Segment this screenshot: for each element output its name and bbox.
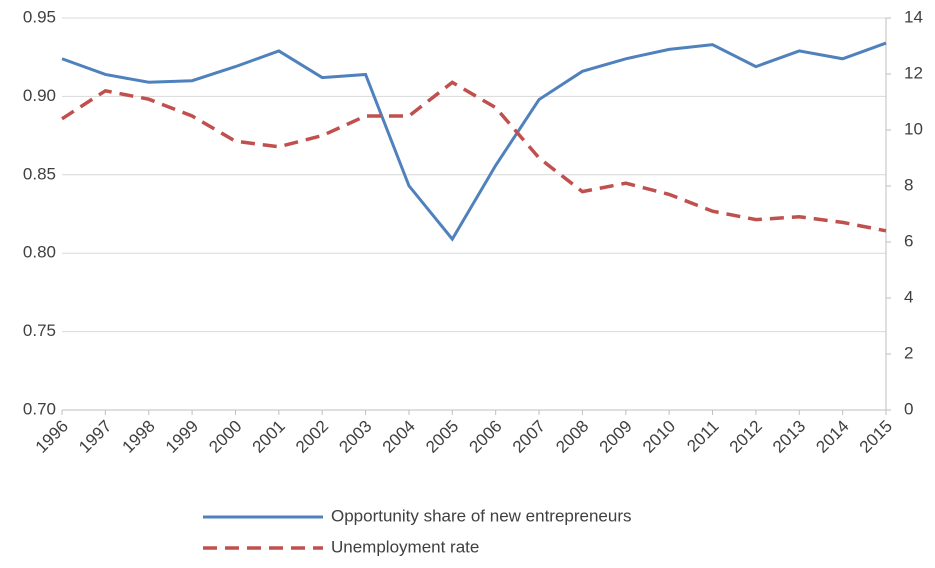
y-tick-label: 0.95: [23, 7, 56, 26]
series-line: [61, 80, 887, 233]
x-tick-label: 2014: [812, 417, 852, 457]
y2-tick-label: 2: [904, 343, 913, 362]
x-tick-label: 1999: [162, 417, 202, 457]
y2-tick-label: 12: [904, 63, 923, 82]
x-tick-label: 2012: [726, 417, 766, 457]
y2-tick-label: 8: [904, 175, 913, 194]
y2-tick-label: 14: [904, 7, 923, 26]
series-line: [61, 41, 887, 242]
y-tick-label: 0.90: [23, 86, 56, 105]
x-tick-label: 2008: [552, 417, 592, 457]
x-tick-label: 2001: [249, 417, 289, 457]
x-tick-label: 2000: [205, 417, 245, 457]
x-tick-label: 2007: [509, 417, 549, 457]
x-tick-label: 1996: [32, 417, 72, 457]
x-tick-label: 1997: [75, 417, 115, 457]
x-tick-label: 1998: [119, 417, 159, 457]
y2-tick-label: 0: [904, 399, 913, 418]
x-tick-label: 2004: [379, 417, 419, 457]
x-tick-label: 2009: [596, 417, 636, 457]
x-tick-label: 2003: [335, 417, 375, 457]
y2-tick-label: 4: [904, 287, 913, 306]
x-tick-label: 2013: [769, 417, 809, 457]
legend-label: Unemployment rate: [331, 537, 479, 556]
x-tick-label: 2005: [422, 417, 462, 457]
y2-tick-label: 10: [904, 119, 923, 138]
y-tick-label: 0.85: [23, 164, 56, 183]
y2-tick-label: 6: [904, 231, 913, 250]
y-tick-label: 0.80: [23, 243, 56, 262]
y-tick-label: 0.70: [23, 399, 56, 418]
x-tick-label: 2006: [466, 417, 506, 457]
y-tick-label: 0.75: [23, 321, 56, 340]
x-tick-label: 2002: [292, 417, 332, 457]
x-tick-label: 2011: [683, 417, 722, 456]
x-tick-label: 2010: [639, 417, 679, 457]
x-tick-label: 2015: [856, 417, 896, 457]
legend-label: Opportunity share of new entrepreneurs: [331, 506, 632, 525]
